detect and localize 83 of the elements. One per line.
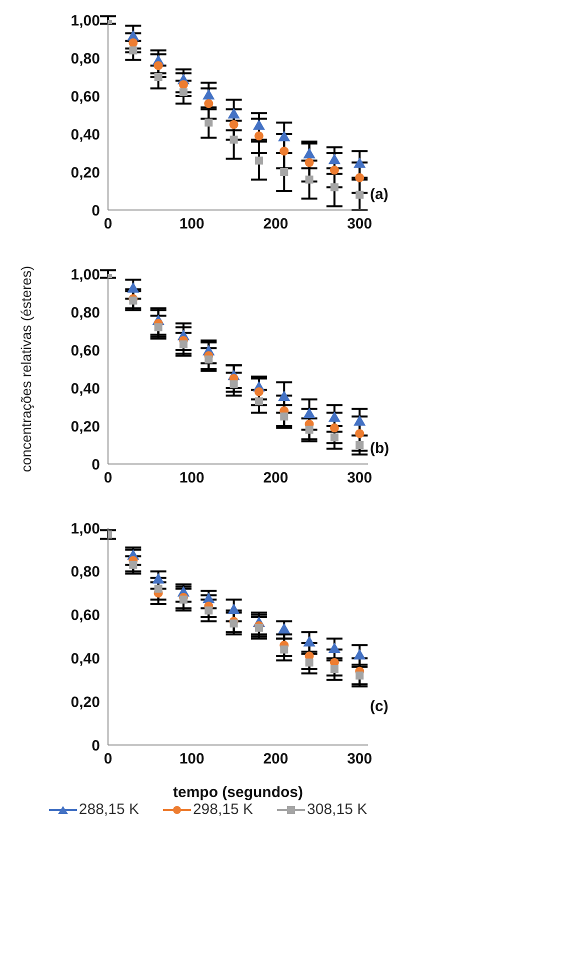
point [128, 38, 138, 48]
x-tick-label: 100 [179, 470, 204, 487]
y-tick-label: 0,20 [70, 164, 100, 182]
point [254, 387, 264, 396]
point [152, 573, 164, 584]
point [280, 146, 289, 156]
point [305, 658, 314, 667]
point [356, 441, 364, 449]
x-tick-label: 0 [104, 470, 112, 487]
x-tick-label: 300 [347, 216, 372, 233]
y-tick-label: 0,20 [70, 694, 100, 711]
point [254, 397, 263, 406]
x-tick-label: 200 [263, 470, 288, 487]
point [330, 423, 339, 432]
point [229, 120, 238, 130]
point [129, 560, 138, 569]
point [355, 429, 364, 438]
y-tick-label: 0,80 [70, 564, 100, 581]
point [254, 624, 263, 632]
point [330, 433, 338, 442]
point [129, 296, 138, 305]
y-tick-label: 0 [92, 456, 100, 474]
y-tick-label: 0,40 [70, 126, 100, 144]
x-tick-label: 300 [347, 470, 372, 487]
legend-label: 298,15 K [192, 801, 254, 818]
y-tick-label: 0,20 [70, 418, 100, 436]
point [305, 426, 314, 434]
x-tick-label: 200 [263, 750, 288, 768]
point [356, 672, 364, 680]
y-tick-label: 0,80 [70, 304, 100, 322]
text: (a) [370, 186, 388, 203]
point [356, 190, 364, 199]
x-tick-label: 100 [179, 750, 204, 768]
y-tick-label: 0,60 [70, 342, 100, 360]
x-tick-label: 0 [104, 216, 112, 233]
point [154, 73, 162, 81]
text: (c) [370, 698, 388, 715]
legend-label: 288,15 K [78, 801, 139, 818]
point [154, 584, 162, 593]
y-tick-label: 1,00 [70, 12, 100, 30]
point [304, 158, 314, 168]
point [179, 596, 188, 604]
x-tick-label: 0 [104, 750, 112, 768]
point [154, 61, 163, 70]
x-axis-title: tempo (segundos) [173, 784, 303, 801]
point [305, 176, 314, 184]
point [204, 606, 213, 614]
y-tick-label: 0,40 [70, 380, 100, 398]
point [178, 80, 188, 90]
point [254, 156, 263, 165]
point [129, 46, 138, 54]
point [179, 88, 188, 96]
point [230, 619, 238, 628]
point [280, 646, 288, 654]
y-tick-label: 1,00 [70, 520, 100, 538]
point [204, 356, 213, 364]
point [254, 131, 264, 140]
point [303, 408, 316, 418]
x-tick-label: 100 [179, 216, 204, 233]
y-tick-label: 0,80 [70, 50, 100, 68]
legend-label: 308,15 K [307, 801, 368, 818]
point [179, 340, 188, 348]
y-tick-label: 0,40 [70, 650, 100, 668]
point [330, 166, 339, 175]
point [330, 665, 338, 674]
text: (b) [370, 440, 390, 457]
x-tick-label: 200 [263, 216, 288, 233]
point [280, 412, 288, 420]
y-tick-label: 0,60 [70, 607, 100, 624]
point [280, 168, 288, 176]
point [204, 99, 214, 108]
point [330, 183, 338, 192]
y-tick-label: 0 [92, 737, 100, 754]
point [355, 173, 364, 182]
y-axis-title: concentrações relativas (ésteres) [18, 266, 34, 472]
point [154, 323, 162, 332]
x-tick-label: 300 [347, 750, 372, 768]
point [230, 136, 238, 144]
point [230, 380, 238, 388]
y-tick-label: 1,00 [70, 266, 100, 284]
point [204, 118, 213, 127]
y-tick-label: 0 [92, 202, 100, 220]
y-tick-label: 0,60 [70, 88, 100, 106]
